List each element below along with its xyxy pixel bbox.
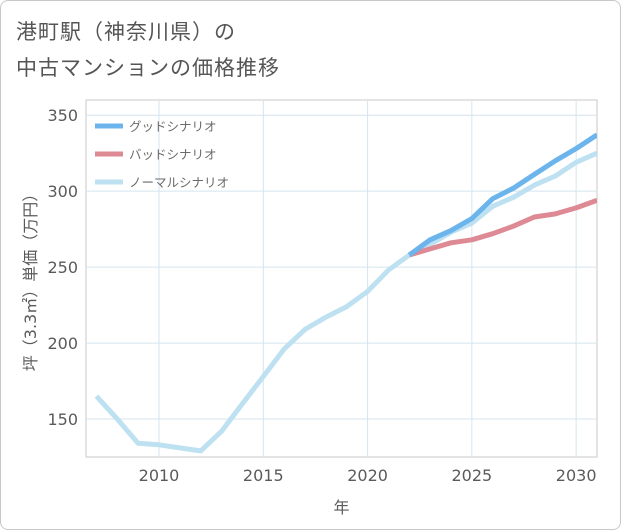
legend-label: ノーマルシナリオ (129, 175, 229, 190)
y-axis-label: 坪（3.3㎡）単価（万円） (21, 186, 40, 371)
x-tick-label: 2020 (347, 466, 388, 485)
x-tick-label: 2010 (139, 466, 180, 485)
plot-area (85, 99, 598, 458)
y-tick-label: 200 (47, 334, 78, 353)
x-axis-ticks: 2010 2015 2020 2025 2030 (139, 466, 597, 485)
series-line-0 (407, 132, 597, 258)
series-line-1 (408, 197, 597, 258)
y-tick-label: 350 (47, 106, 78, 125)
y-axis-ticks: 150 200 250 300 350 (47, 106, 78, 429)
x-tick-label: 2015 (243, 466, 284, 485)
chart-title-line1: 港町駅（神奈川県）の (16, 20, 236, 44)
legend-label: バッドシナリオ (129, 147, 217, 162)
chart-title-line2: 中古マンションの価格推移 (16, 56, 280, 80)
grid-lines (86, 100, 597, 457)
x-tick-label: 2025 (451, 466, 492, 485)
y-tick-label: 300 (47, 182, 78, 201)
x-axis-label: 年 (333, 498, 349, 517)
y-tick-label: 150 (47, 410, 78, 429)
series-layer (94, 132, 597, 454)
x-tick-label: 2030 (556, 466, 597, 485)
legend-label: グッドシナリオ (129, 119, 217, 134)
series-line-2 (94, 150, 597, 454)
chart-title: 港町駅（神奈川県）の 中古マンションの価格推移 (16, 14, 280, 86)
y-tick-label: 250 (47, 258, 78, 277)
